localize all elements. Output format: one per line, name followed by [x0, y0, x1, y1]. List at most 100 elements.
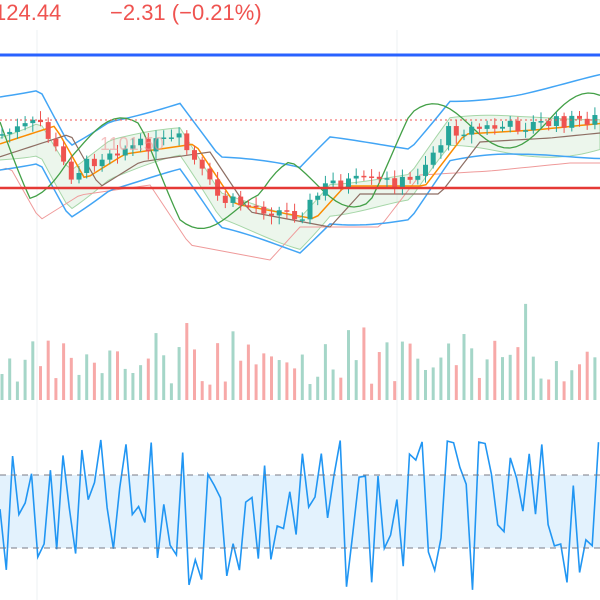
volume-bar [116, 351, 119, 400]
candle [507, 120, 513, 127]
volume-bar [454, 365, 458, 400]
candle [38, 119, 43, 123]
volume-bar [139, 365, 143, 400]
volume-bar [208, 384, 212, 400]
candle [299, 219, 305, 221]
volume-bar [39, 366, 42, 400]
volume-bar [477, 377, 481, 400]
candle [30, 119, 36, 124]
volume-bar [562, 381, 566, 400]
candle [269, 213, 274, 216]
price-change: −2.31 (−0.21%) [110, 0, 262, 25]
candle [107, 153, 113, 160]
bb-upper [0, 73, 600, 169]
volume-bar [377, 352, 381, 400]
volume-bar [162, 355, 166, 400]
volume-bar [146, 358, 150, 400]
candle [276, 210, 282, 216]
volume-bar [285, 362, 289, 400]
rsi-line [0, 439, 600, 590]
overlay-label: 1101.50 [100, 134, 164, 154]
volume-bar [8, 358, 12, 400]
candle [376, 176, 382, 179]
volume-bar [223, 381, 227, 400]
candle [384, 178, 390, 180]
candle [361, 175, 367, 178]
cloud-edge [0, 162, 600, 261]
volume-bar [370, 383, 374, 400]
candle [584, 118, 590, 125]
candle [184, 133, 190, 151]
volume-bar [570, 370, 574, 400]
indicators [0, 73, 600, 590]
candle [230, 196, 236, 203]
candle [469, 126, 475, 135]
candle [68, 161, 74, 180]
candle [253, 205, 259, 208]
volume-bar [362, 327, 366, 400]
volume-bar [501, 357, 504, 400]
price: 124.44 [0, 0, 61, 25]
candle [369, 176, 375, 178]
candle [115, 153, 120, 156]
candle [284, 210, 290, 212]
volume-bar [539, 378, 543, 400]
candle [176, 133, 182, 138]
candle [0, 134, 5, 136]
candle [492, 125, 498, 129]
volume-bar [31, 341, 35, 400]
volume-bar [339, 377, 343, 400]
candle [353, 175, 359, 179]
candle [199, 159, 205, 169]
volume-bar [185, 323, 189, 400]
ma-slow [0, 132, 600, 228]
volume-bar [62, 343, 66, 400]
candle [145, 138, 151, 152]
volume-bar [447, 343, 451, 400]
candle [84, 158, 90, 173]
candle [192, 150, 197, 160]
candle [461, 134, 467, 137]
volume-bar [554, 361, 558, 400]
volume-bar [400, 341, 404, 400]
volume-bar [246, 344, 250, 400]
candle [207, 168, 213, 180]
volume-bar [216, 343, 220, 400]
volume-bar [15, 381, 19, 400]
volume-bar [578, 364, 581, 400]
candle [415, 175, 421, 180]
volume-bar [439, 357, 443, 400]
candle [53, 138, 59, 147]
candle [515, 120, 521, 132]
candle [330, 180, 336, 184]
candle [22, 123, 28, 127]
candle [561, 116, 567, 128]
candle [168, 137, 174, 139]
candle [538, 121, 544, 123]
candle [484, 125, 490, 129]
volume-bar [200, 381, 204, 400]
candle [569, 115, 575, 128]
volume-bar [193, 349, 196, 400]
candle [423, 164, 428, 176]
candle [45, 122, 51, 139]
volume-bar [270, 356, 273, 400]
candle [530, 122, 536, 131]
volume-bar [23, 359, 27, 400]
volume-bar [431, 367, 435, 400]
candle [14, 126, 20, 132]
volume-bar [331, 369, 335, 400]
candle [91, 158, 97, 167]
candle [138, 138, 144, 146]
candle [430, 152, 436, 165]
ma [0, 122, 600, 220]
candle [238, 196, 244, 206]
candle [346, 178, 351, 188]
volume-bar [424, 369, 427, 400]
volume-bar [408, 343, 412, 400]
volume-bar [416, 358, 420, 400]
volume-bar [385, 342, 389, 400]
volume-bar [524, 303, 528, 400]
volume-bar [0, 374, 4, 400]
candle [7, 131, 13, 135]
